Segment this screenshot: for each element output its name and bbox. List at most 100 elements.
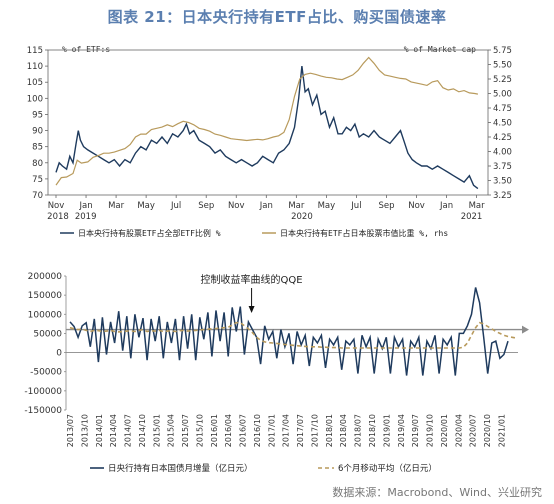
year-label: 2021 [461, 212, 483, 222]
x-tick-label: 2015/07 [181, 414, 190, 447]
y-tick-label: -100000 [24, 387, 62, 397]
x-tick-label: 2013/10 [80, 414, 89, 447]
x-tick-label: 2020/01 [440, 414, 449, 447]
x-tick-label: 2015/04 [167, 414, 176, 447]
x-tick-label: May [137, 201, 155, 211]
x-tick-label: Mar [108, 201, 125, 211]
y-right-tick-label: 4.50 [493, 119, 512, 129]
jgb-purchase-chart: -150000 -100000 -50000 0 50000 100000 150000 20… [24, 272, 529, 474]
x-tick-label: 2016/10 [253, 414, 262, 447]
qqe-annotation-text: 控制收益率曲线的QQE [201, 273, 303, 286]
y-tick-label: 0 [56, 349, 62, 359]
x-tick-label: 2018/04 [339, 414, 348, 447]
x-tick-label: 2019/10 [426, 414, 435, 447]
y-tick-label: -150000 [24, 406, 62, 416]
y-right-tick-label: 3.75 [493, 162, 512, 172]
y-left-tick-label: 100 [27, 94, 43, 104]
y-left-tick-label: 95 [32, 110, 43, 120]
market-cap-share-line [55, 56, 479, 186]
y-tick-label: 50000 [33, 329, 62, 339]
y-left-tick-label: 90 [32, 127, 43, 137]
plot-frame [47, 49, 489, 196]
x-tick-label: 2018/01 [325, 414, 334, 447]
x-tick-label: 2017/01 [267, 414, 276, 447]
x-tick-label: 2015/01 [152, 414, 161, 447]
etf-share-chart: % of ETF:s % of Market cap 70 75 80 85 90 95 1… [27, 45, 512, 238]
x-tick-label: 2014/07 [124, 414, 133, 447]
etf-share-line [55, 66, 479, 190]
y-tick-label: -50000 [30, 368, 62, 378]
x-tick-label: Jan [439, 201, 453, 211]
legend-label-etf-share: 日本央行持有股票ETF占全部ETF比例 % [78, 228, 221, 238]
legend-label-monthly: 日央行持有日本国债月增量（亿日元） [108, 463, 253, 474]
y-tick-label: 150000 [28, 291, 63, 301]
x-tick-label: Nov [228, 201, 245, 211]
y-left-tick-label: 80 [32, 159, 43, 169]
year-label: 2020 [291, 212, 313, 222]
qqe-annotation: 控制收益率曲线的QQE [201, 273, 303, 313]
x-tick-label: 2018/07 [354, 414, 363, 447]
x-tick-label: 2016/01 [210, 414, 219, 447]
year-label: 2018 [47, 212, 69, 222]
x-tick-label: 2013/07 [66, 414, 75, 447]
legend-label-market-cap-share: 日本央行持有ETF占日本股票市值比重 %, rhs [280, 228, 448, 238]
x-tick-label: 2016/07 [239, 414, 248, 447]
x-tick-label: Jan [259, 201, 273, 211]
monthly-jgb-increment-line [69, 287, 509, 376]
x-tick-label: 2019/04 [397, 414, 406, 447]
legend-label-moving-average: 6个月移动平均（亿日元） [338, 463, 437, 474]
x-tick-label: 2017/04 [282, 414, 291, 447]
x-tick-label: Mar [469, 201, 486, 211]
y-right-tick-label: 4.75 [493, 104, 512, 114]
source-note: 数据来源：Macrobond、Wind、兴业研究 [332, 486, 542, 499]
year-label: 2019 [75, 212, 97, 222]
x-tick-label: 2020/04 [454, 414, 463, 447]
x-tick-label: 2019/07 [411, 414, 420, 447]
y-right-tick-label: 5.50 [493, 61, 512, 71]
y-right-tick-label: 3.25 [493, 191, 512, 201]
y-left-tick-label: 110 [27, 62, 43, 72]
x-tick-label: Sep [198, 201, 214, 211]
x-tick-label: Mar [288, 201, 305, 211]
right-axis-unit-label: % of Market cap [404, 45, 476, 54]
x-tick-label: 2017/10 [310, 414, 319, 447]
x-tick-label: 2017/07 [296, 414, 305, 447]
chart-title: 图表 21：日本央行持有ETF占比、购买国债速率 [107, 8, 447, 26]
y-tick-label: 200000 [28, 272, 63, 282]
x-tick-label: 2014/04 [109, 414, 118, 447]
x-tick-label: 2016/04 [224, 414, 233, 447]
x-tick-label: May [318, 201, 336, 211]
y-left-tick-label: 70 [32, 191, 43, 201]
y-right-tick-label: 4.25 [493, 133, 512, 143]
y-tick-label: 100000 [28, 310, 63, 320]
chart2-legend: 日央行持有日本国债月增量（亿日元） 6个月移动平均（亿日元） [90, 463, 437, 474]
trend-arrow-head [522, 325, 529, 334]
y-left-tick-label: 115 [27, 46, 43, 56]
y-right-tick-label: 4.00 [493, 148, 512, 158]
x-tick-label: Nov [48, 201, 65, 211]
qqe-annotation-arrowhead [248, 306, 255, 313]
x-tick-label: 2020/07 [469, 414, 478, 447]
y-right-tick-label: 5.75 [493, 46, 512, 56]
x-tick-label: Jul [350, 201, 361, 211]
x-tick-label: 2019/01 [382, 414, 391, 447]
x-tick-label: 2018/10 [368, 414, 377, 447]
x-tick-label: 2021/01 [497, 414, 506, 447]
y-right-tick-label: 5.25 [493, 75, 512, 85]
y-left-tick-label: 75 [32, 175, 43, 185]
x-tick-label: Jul [170, 201, 181, 211]
left-axis-unit-label: % of ETF:s [62, 45, 110, 54]
chart1-legend: 日本央行持有股票ETF占全部ETF比例 % 日本央行持有ETF占日本股票市值比重 … [60, 228, 448, 238]
x-tick-label: 2015/10 [195, 414, 204, 447]
x-tick-label: Jan [78, 201, 92, 211]
x-tick-label: 2014/01 [95, 414, 104, 447]
x-tick-label: Sep [378, 201, 394, 211]
y-left-tick-label: 85 [32, 143, 43, 153]
y-right-tick-label: 5.00 [493, 90, 512, 100]
moving-average-line [69, 321, 517, 349]
x-tick-label: 2020/10 [483, 414, 492, 447]
x-tick-label: 2014/10 [138, 414, 147, 447]
y-left-tick-label: 105 [27, 78, 43, 88]
x-tick-label: Nov [408, 201, 425, 211]
y-right-tick-label: 3.50 [493, 177, 512, 187]
